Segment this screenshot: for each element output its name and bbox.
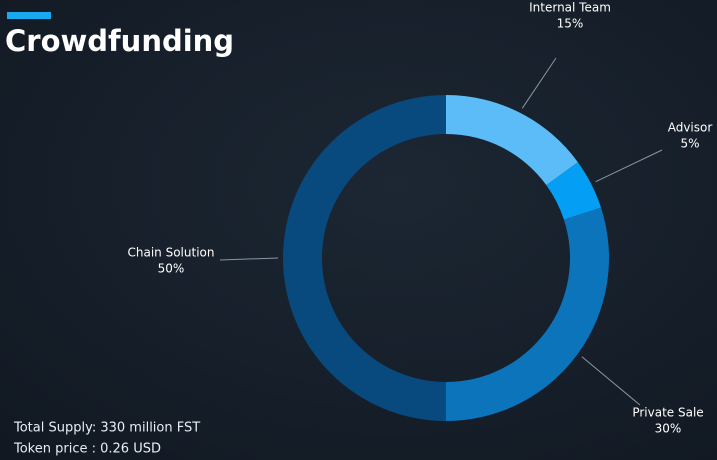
donut-slice [446,95,578,186]
leader-line [581,356,641,406]
leader-line [595,149,663,183]
donut-slice [546,162,602,220]
title-accent [7,12,51,19]
leader-line [521,57,557,109]
annotation: Total Supply: 330 million FST [13,421,200,436]
value-label: 5% [680,137,699,151]
donut-slice [446,207,609,421]
slice-label: Internal Team [529,1,611,15]
slice-label: Advisor [668,121,713,135]
value-label: 30% [655,422,682,436]
leader-line [219,257,279,261]
slice-label: Chain Solution [128,246,215,260]
chart-title: Crowdfunding [5,24,234,58]
value-label: 50% [158,262,185,276]
value-label: 15% [557,17,584,31]
annotation: Token price : 0.26 USD [13,442,161,457]
slice-label: Private Sale [632,406,703,420]
donut-slice [283,95,446,421]
